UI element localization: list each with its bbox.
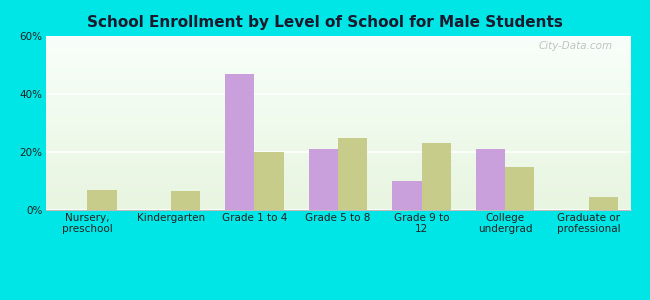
Bar [171,191,200,210]
Bar [87,190,116,210]
Bar [589,197,618,210]
Bar [225,74,254,210]
Text: City-Data.com: City-Data.com [539,41,613,51]
Bar [254,152,283,210]
Bar [476,149,505,210]
Bar [505,167,534,210]
Bar [393,181,422,210]
Text: School Enrollment by Level of School for Male Students: School Enrollment by Level of School for… [87,15,563,30]
Bar [338,137,367,210]
Bar [309,149,338,210]
Bar [422,143,451,210]
